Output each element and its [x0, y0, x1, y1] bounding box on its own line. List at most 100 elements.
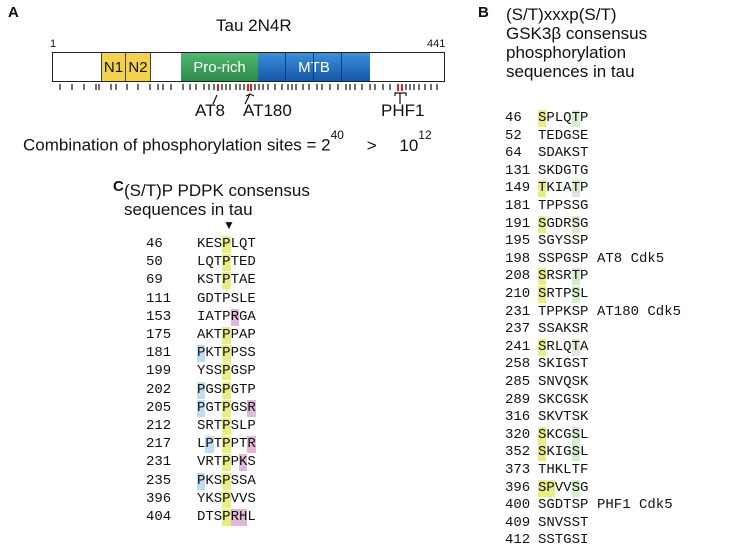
panel-b-sequence: THKLTF — [538, 462, 588, 479]
highlighted-residue: P — [197, 472, 206, 490]
residue: G — [563, 391, 572, 408]
combination-equation: Combination of phosphorylation sites = 2… — [23, 128, 432, 156]
residue: V — [230, 490, 239, 507]
panel-c-sequence: KSTPTAE — [197, 272, 256, 290]
residue: T — [563, 497, 572, 514]
residue: S — [238, 399, 248, 416]
highlighted-residue: T — [571, 268, 580, 286]
equation-greater-than: > — [366, 135, 377, 155]
residue: G — [563, 356, 572, 373]
residue: S — [230, 418, 239, 434]
residue: S — [538, 162, 547, 179]
residue: G — [230, 363, 239, 380]
residue: K — [579, 391, 589, 408]
highlighted-residue: H — [238, 509, 248, 526]
residue: P — [579, 268, 589, 285]
residue: P — [554, 303, 564, 320]
highlighted-residue: P — [197, 399, 206, 417]
panel-a-letter: A — [8, 4, 19, 21]
panel-c-sequence: DTSPRHL — [197, 509, 256, 526]
residue: K — [197, 272, 206, 289]
repeat-divider-2 — [313, 53, 314, 81]
residue: Y — [554, 233, 564, 250]
residue: E — [546, 127, 555, 144]
residue: K — [546, 426, 555, 443]
panel-b-residue-number: 198 — [505, 250, 531, 267]
residue: P — [546, 198, 555, 214]
residue: Y — [197, 490, 206, 507]
panel-c-residue-number: 202 — [146, 381, 172, 398]
residue: I — [554, 444, 564, 461]
residue: T — [538, 198, 547, 214]
residue: G — [546, 497, 555, 514]
highlighted-residue: P — [222, 327, 231, 344]
highlighted-residue: R — [247, 399, 256, 417]
domain-n1: N1 — [101, 53, 126, 81]
residue: K — [546, 391, 555, 408]
residue: P — [230, 436, 239, 453]
residue: R — [563, 215, 572, 232]
residue: S — [213, 381, 223, 398]
residue: S — [571, 356, 580, 373]
panel-b-sequence: SGDRSG — [538, 215, 588, 233]
residue: S — [538, 250, 547, 267]
panel-b-sequence: SSAKSR — [538, 321, 588, 338]
residue: T — [579, 356, 589, 373]
panel-b-title-line-1: (S/T)xxxp(S/T) — [506, 5, 617, 24]
residue: G — [579, 479, 589, 496]
residue: E — [238, 254, 248, 271]
panel-b-residue-number: 352 — [505, 444, 531, 461]
highlighted-residue: S — [538, 426, 547, 444]
residue: T — [213, 327, 223, 343]
panel-c-sequence: PKSPSSA — [197, 472, 256, 490]
panel-b-residue-number: 409 — [505, 514, 531, 531]
residue: S — [571, 233, 580, 250]
residue: G — [563, 426, 572, 443]
residue: A — [247, 472, 256, 489]
equation-base-10: 10 — [399, 135, 419, 155]
residue: K — [546, 180, 555, 197]
residue: S — [538, 409, 547, 426]
residue: L — [197, 436, 206, 453]
panel-b-title: (S/T)xxxp(S/T) GSK3β consensus phosphory… — [506, 5, 647, 81]
residue: T — [213, 290, 223, 307]
highlighted-residue: P — [197, 381, 206, 399]
residue: S — [571, 532, 580, 549]
residue: L — [579, 286, 589, 302]
highlighted-residue: R — [230, 509, 239, 526]
residue: Q — [238, 236, 248, 252]
residue: T — [213, 345, 223, 362]
residue: S — [213, 490, 223, 507]
panel-c-letter: C — [113, 178, 124, 195]
panel-b-residue-number: 412 — [505, 532, 531, 549]
repeat-divider-1 — [285, 53, 286, 81]
epitope-phf1: PHF1 — [381, 101, 425, 120]
residue: S — [554, 268, 564, 285]
residue: F — [579, 462, 589, 478]
residue: K — [579, 374, 589, 390]
residue: V — [554, 479, 564, 496]
panel-c-residue-number: 404 — [146, 509, 172, 525]
panel-c-sequence: VRTPPKS — [197, 454, 256, 472]
panel-c-residue-number: 50 — [146, 254, 163, 271]
residue: T — [554, 532, 564, 549]
residue: V — [554, 514, 564, 531]
residue: S — [238, 345, 248, 362]
residue: G — [238, 308, 248, 325]
residue: T — [205, 509, 214, 525]
equation-exponent-12: 12 — [418, 128, 432, 142]
equation-exponent-40: 40 — [330, 128, 344, 142]
panel-b-sequence: SRLQTA — [538, 338, 588, 356]
residue: S — [238, 472, 248, 489]
domain-n2: N2 — [126, 53, 151, 81]
residue: T — [538, 303, 547, 320]
panel-b-epitope-kinase-note: PHF1 Cdk5 — [597, 497, 673, 514]
highlighted-residue: S — [571, 286, 580, 303]
residue: S — [230, 290, 239, 307]
residue: D — [197, 509, 206, 525]
panel-b-sequence: SGDTSP — [538, 497, 588, 514]
residue: P — [563, 286, 572, 302]
residue: A — [197, 327, 206, 343]
panel-b-sequence: SKIGST — [538, 356, 588, 373]
panel-b-sequence: SKCGSK — [538, 392, 588, 409]
